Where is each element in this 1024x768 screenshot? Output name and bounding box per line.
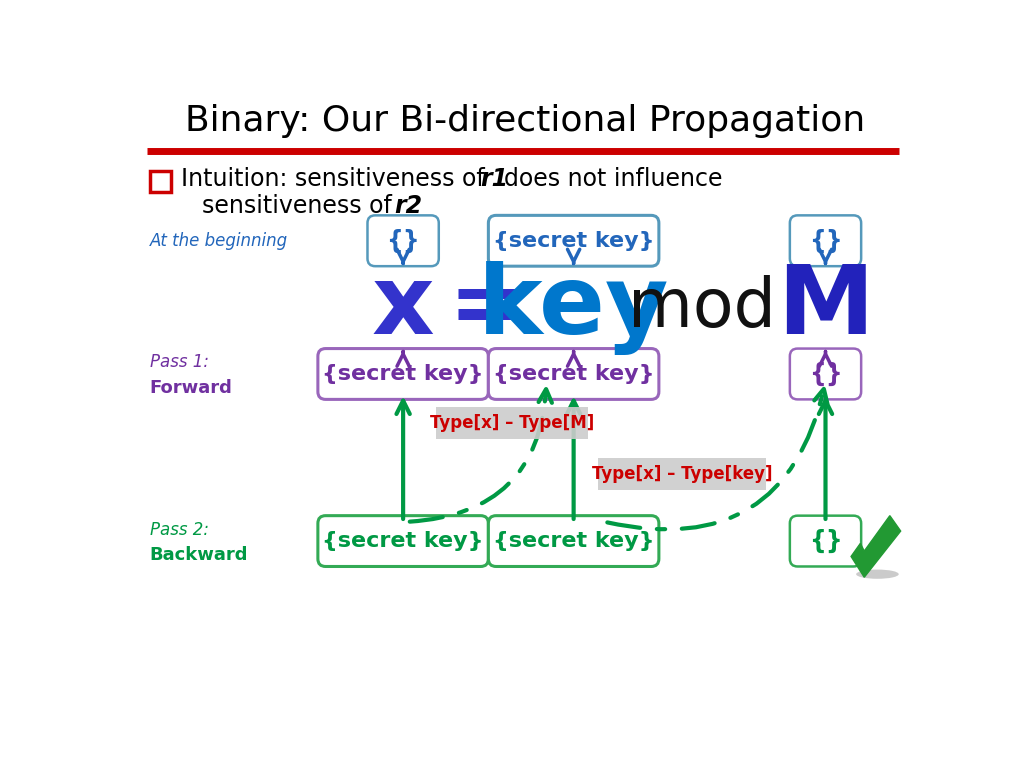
Text: Intuition: sensitiveness of: Intuition: sensitiveness of xyxy=(180,167,484,191)
FancyBboxPatch shape xyxy=(317,515,488,567)
Text: x: x xyxy=(372,261,434,354)
Text: Binary: Our Bi-directional Propagation: Binary: Our Bi-directional Propagation xyxy=(184,104,865,138)
Text: Pass 2:: Pass 2: xyxy=(150,521,209,538)
Polygon shape xyxy=(851,515,901,578)
Text: r2: r2 xyxy=(394,194,422,218)
FancyBboxPatch shape xyxy=(488,215,658,266)
Text: sensitiveness of: sensitiveness of xyxy=(202,194,391,218)
Text: key: key xyxy=(478,261,670,355)
Text: {secret key}: {secret key} xyxy=(323,364,484,384)
FancyBboxPatch shape xyxy=(488,515,658,567)
Text: Type[x] – Type[M]: Type[x] – Type[M] xyxy=(429,414,594,432)
Text: {secret key}: {secret key} xyxy=(493,531,654,551)
Text: M: M xyxy=(777,261,873,354)
Text: {secret key}: {secret key} xyxy=(493,230,654,251)
FancyBboxPatch shape xyxy=(790,515,861,567)
Text: mod: mod xyxy=(628,275,775,341)
FancyBboxPatch shape xyxy=(790,215,861,266)
Ellipse shape xyxy=(856,570,899,579)
Text: {}: {} xyxy=(809,529,843,553)
Text: At the beginning: At the beginning xyxy=(150,232,288,250)
FancyBboxPatch shape xyxy=(790,349,861,399)
Text: {}: {} xyxy=(386,229,420,253)
Text: Forward: Forward xyxy=(150,379,232,397)
Text: {}: {} xyxy=(809,362,843,386)
Text: Type[x] – Type[key]: Type[x] – Type[key] xyxy=(592,465,772,483)
FancyBboxPatch shape xyxy=(435,408,588,439)
Text: {}: {} xyxy=(809,229,843,253)
Text: does not influence: does not influence xyxy=(504,167,722,191)
Text: =: = xyxy=(449,263,524,352)
Text: {secret key}: {secret key} xyxy=(323,531,484,551)
Text: Backward: Backward xyxy=(150,546,248,564)
Text: Pass 1:: Pass 1: xyxy=(150,353,209,372)
Text: {secret key}: {secret key} xyxy=(493,364,654,384)
FancyBboxPatch shape xyxy=(488,349,658,399)
Text: r1: r1 xyxy=(480,167,509,191)
FancyBboxPatch shape xyxy=(317,349,488,399)
FancyBboxPatch shape xyxy=(368,215,438,266)
FancyBboxPatch shape xyxy=(598,458,766,490)
FancyBboxPatch shape xyxy=(150,171,171,192)
